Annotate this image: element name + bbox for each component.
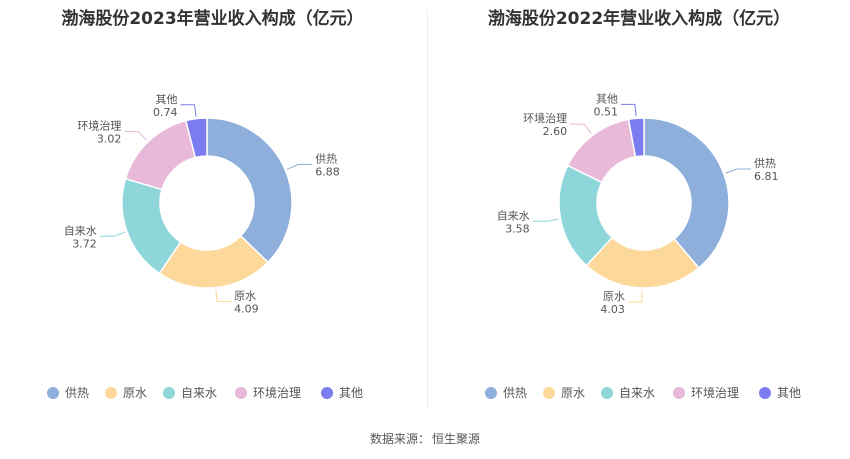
label-line-4 (620, 103, 637, 117)
legend-marker (47, 387, 59, 399)
label-line-1 (627, 289, 643, 303)
slice-label-name: 环境治理 (77, 119, 121, 133)
slice-label-value: 6.88 (315, 166, 340, 179)
pie-slice-4[interactable] (627, 117, 645, 158)
legend-item[interactable]: 其他 (321, 386, 363, 400)
slice-label-name: 环境治理 (523, 111, 567, 125)
legend-marker (321, 387, 333, 399)
slice-label-value: 3.02 (97, 133, 122, 146)
data-source-label: 数据来源： (369, 432, 430, 446)
label-line-2 (99, 231, 126, 237)
legend-item[interactable]: 环境治理 (235, 385, 301, 400)
slice-label-name: 原水 (234, 289, 256, 302)
slice-label-name: 其他 (156, 93, 178, 106)
legend-item[interactable]: 供热 (485, 386, 527, 400)
legend-item[interactable]: 原水 (543, 386, 585, 400)
chart-title-2023: 渤海股份2023年营业收入构成（亿元） (61, 9, 364, 29)
pie-slice-0[interactable] (206, 117, 293, 264)
pie-slice-0[interactable] (643, 117, 730, 270)
legend-label: 原水 (561, 386, 585, 400)
slice-label-name: 自来水 (497, 209, 530, 222)
legend-item[interactable]: 原水 (105, 386, 147, 400)
slice-label-value: 4.09 (234, 302, 258, 315)
legend-marker (759, 387, 771, 399)
data-source-footer: 数据来源： 恒生聚源 (0, 430, 850, 447)
legend-marker (601, 387, 613, 399)
pie-slice-3[interactable] (124, 119, 197, 191)
label-line-3 (124, 131, 148, 141)
slice-label-value: 0.51 (593, 105, 618, 118)
legend-item[interactable]: 自来水 (601, 386, 655, 400)
slice-label-value: 6.81 (754, 170, 779, 183)
label-line-0 (725, 168, 751, 174)
label-line-3 (570, 123, 592, 134)
legend-label: 其他 (777, 386, 801, 400)
legend-marker (105, 387, 117, 399)
legend-item[interactable]: 自来水 (163, 386, 217, 400)
legend-label: 供热 (503, 386, 527, 400)
panel-divider (427, 10, 428, 410)
label-line-2 (532, 218, 559, 222)
legend-label: 供热 (65, 386, 89, 400)
legend-item[interactable]: 环境治理 (673, 385, 739, 400)
slice-label-value: 0.74 (153, 106, 178, 119)
legend-label: 自来水 (181, 386, 217, 400)
slice-label-name: 供热 (315, 152, 337, 166)
legend-marker (163, 387, 175, 399)
legend-marker (543, 387, 555, 399)
slice-label-value: 3.58 (505, 222, 529, 235)
slice-label-name: 自来水 (64, 224, 97, 237)
legend-marker (673, 387, 685, 399)
legend-marker (235, 387, 247, 399)
legend-marker (485, 387, 497, 399)
slice-label-value: 2.60 (543, 125, 568, 138)
legend-item[interactable]: 其他 (759, 386, 801, 400)
slice-label-value: 3.72 (72, 237, 97, 250)
legend-label: 环境治理 (253, 385, 301, 400)
slice-label-name: 供热 (754, 156, 776, 170)
slice-label-value: 4.03 (600, 303, 625, 316)
legend-label: 自来水 (619, 386, 655, 400)
chart-panel-2023: 渤海股份2023年营业收入构成（亿元） 供热 6.88 原水 4.09 自来水 3.72 环… (0, 0, 425, 410)
label-line-1 (215, 289, 232, 302)
chart-panel-2022: 渤海股份2022年营业收入构成（亿元） 供热 6.81 原水 4.03 自来水 3.58 环… (428, 0, 850, 410)
legend-label: 其他 (339, 386, 363, 400)
pie-slice-4[interactable] (184, 117, 208, 159)
legend-item[interactable]: 供热 (47, 386, 89, 400)
chart-title-2022: 渤海股份2022年营业收入构成（亿元） (487, 9, 791, 29)
legend-label: 原水 (123, 386, 147, 400)
slice-label-name: 原水 (603, 290, 625, 303)
legend-label: 环境治理 (691, 385, 739, 400)
slice-label-name: 其他 (596, 92, 618, 105)
data-source-value: 恒生聚源 (432, 432, 481, 446)
label-line-4 (180, 104, 197, 117)
label-line-0 (286, 164, 313, 170)
